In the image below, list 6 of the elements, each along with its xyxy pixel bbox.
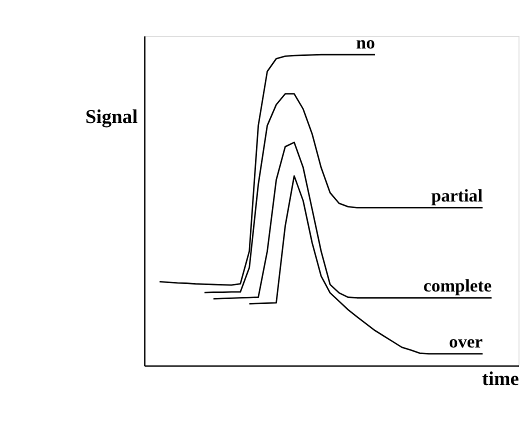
series-label: no bbox=[356, 32, 376, 52]
series-label: over bbox=[449, 332, 483, 352]
series-label: complete bbox=[423, 276, 492, 296]
y-axis-title: Signal bbox=[85, 106, 138, 128]
x-axis-title: time bbox=[482, 368, 520, 390]
series-label: partial bbox=[431, 185, 483, 206]
